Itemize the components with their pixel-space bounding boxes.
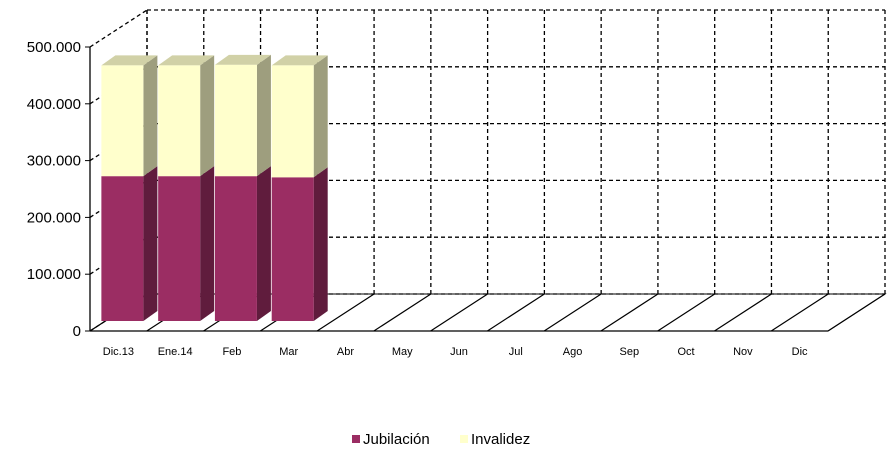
x-tick-label: Abr [337, 346, 354, 358]
bar-invalidez-front [214, 64, 257, 177]
gridline-side [89, 9, 148, 48]
y-axis-tick-labels: 0 100.000 200.000 300.000 400.000 500.000 [27, 39, 81, 340]
bar-invalidez-side [200, 55, 215, 177]
floor-divider [600, 293, 659, 332]
floor-divider [373, 293, 432, 332]
floor-divider [714, 293, 772, 332]
bar-invalidez [271, 55, 328, 178]
floor-divider [827, 293, 886, 332]
bar-jubilacion-side [200, 166, 215, 321]
bar-jubilacion-front [214, 176, 257, 321]
bar-jubilacion-front [158, 176, 201, 321]
bar-jubilacion-side [143, 166, 158, 321]
bar-invalidez-front [101, 65, 144, 177]
bar-invalidez [158, 55, 215, 177]
legend: Jubilación Invalidez [352, 431, 530, 448]
bar-invalidez [214, 54, 271, 177]
x-tick-label: Jun [450, 346, 468, 358]
x-tick-label: Jul [509, 346, 523, 358]
x-tick-label: Dic [792, 346, 808, 358]
bar-invalidez-top [101, 55, 158, 66]
bar-jubilacion-front [271, 177, 314, 321]
floor-divider [543, 293, 602, 332]
bar-jubilacion [101, 166, 158, 321]
bar-invalidez-front [158, 65, 201, 177]
y-tick-label: 0 [73, 323, 81, 340]
bar-jubilacion [271, 167, 328, 321]
floor-divider [770, 293, 829, 332]
x-tick-label: Ene.14 [158, 346, 193, 358]
y-tick-label: 500.000 [27, 39, 81, 56]
x-tick-label: May [392, 346, 413, 358]
floor-divider [316, 293, 375, 332]
bar-jubilacion [214, 166, 271, 321]
bar-jubilacion-side [256, 166, 271, 321]
bar-invalidez-top [271, 55, 328, 66]
bar-invalidez-front [271, 65, 314, 178]
y-tick-label: 300.000 [27, 153, 81, 170]
bar-invalidez-top [214, 54, 271, 65]
bar-invalidez-side [313, 55, 328, 178]
x-tick-label: Oct [678, 346, 695, 358]
bar-invalidez-side [256, 54, 271, 177]
legend-swatch [460, 435, 468, 443]
legend-item: Invalidez [460, 431, 530, 448]
x-tick-label: Nov [733, 346, 753, 358]
floor-divider [430, 293, 488, 332]
x-axis-tick-labels: Dic.13 Ene.14 Feb Mar Abr May Jun Jul Ago Sep Oct N… [103, 346, 808, 358]
axes [85, 46, 828, 332]
bar-jubilacion-front [101, 176, 144, 321]
x-tick-label: Dic.13 [103, 346, 134, 358]
bar-invalidez-side [143, 55, 158, 177]
bars [101, 54, 328, 321]
floor-divider [487, 293, 545, 332]
bar-invalidez-top [158, 55, 215, 66]
y-tick-label: 200.000 [27, 209, 81, 226]
x-tick-label: Mar [279, 346, 298, 358]
x-tick-label: Sep [620, 346, 640, 358]
x-tick-label: Ago [563, 346, 583, 358]
y-tick-label: 400.000 [27, 96, 81, 113]
legend-item: Jubilación [352, 431, 430, 448]
bar-invalidez [101, 55, 158, 177]
x-tick-label: Feb [222, 346, 241, 358]
y-tick-label: 100.000 [27, 266, 81, 283]
bar-jubilacion [158, 166, 215, 321]
bar-jubilacion-side [313, 167, 328, 321]
legend-label: Invalidez [471, 431, 530, 448]
legend-swatch [352, 435, 360, 443]
legend-label: Jubilación [363, 431, 430, 448]
floor-divider [657, 293, 716, 332]
